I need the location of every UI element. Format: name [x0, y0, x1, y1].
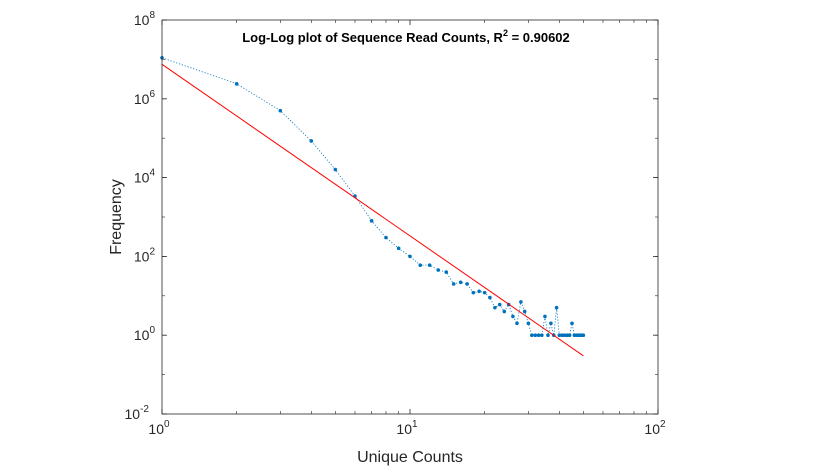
x-axis-label: Unique Counts	[357, 449, 463, 466]
data-point	[458, 280, 463, 285]
data-point	[549, 321, 553, 326]
y-tick-label: 108	[134, 10, 156, 28]
y-tick-label: 100	[134, 325, 156, 343]
data-point	[369, 219, 374, 223]
data-point	[562, 333, 567, 338]
data-point	[408, 254, 412, 259]
data-point	[465, 282, 469, 286]
data-point	[384, 235, 388, 240]
chart-title: Log-Log plot of Sequence Read Counts, R2…	[242, 28, 570, 45]
data-point	[396, 246, 401, 251]
data-point	[511, 314, 515, 319]
data-point	[557, 333, 562, 338]
data-point	[234, 82, 239, 86]
y-axis-label: Frequency	[108, 179, 125, 255]
data-point	[581, 333, 586, 338]
data-point	[543, 314, 547, 319]
y-tick-label: 10-2	[125, 404, 150, 422]
data-point	[570, 321, 574, 326]
y-tick-label: 106	[134, 89, 156, 107]
data-point	[497, 302, 502, 307]
x-tick-label: 102	[644, 419, 666, 437]
data-point	[502, 309, 507, 314]
data-point	[536, 333, 541, 338]
data-point	[546, 333, 550, 338]
data-point	[471, 290, 476, 295]
data-point	[565, 333, 569, 338]
data-point	[451, 282, 456, 286]
data-point	[427, 263, 432, 267]
data-point	[477, 289, 481, 294]
x-tick-label: 101	[396, 419, 418, 437]
data-point	[560, 333, 564, 338]
data-point	[444, 270, 449, 274]
data-point	[309, 139, 314, 143]
data-point	[436, 268, 441, 272]
data-point	[567, 333, 572, 338]
y-tick-label: 102	[134, 246, 156, 264]
data-point	[554, 305, 559, 310]
series-layer	[160, 55, 586, 357]
data-point	[488, 295, 492, 300]
data-point	[519, 300, 523, 304]
data-point	[493, 305, 497, 310]
data-point	[482, 290, 487, 295]
data-point	[526, 321, 531, 326]
data-point	[530, 333, 534, 338]
data-point	[278, 108, 283, 113]
x-tick-label: 100	[148, 419, 170, 437]
data-point	[515, 321, 519, 326]
y-tick-label: 104	[134, 168, 156, 186]
data-point	[540, 333, 544, 338]
fit-line	[161, 63, 584, 357]
data-point	[533, 333, 538, 338]
data-point	[522, 309, 527, 314]
data-point	[333, 167, 338, 172]
plot-area	[162, 20, 658, 414]
data-point	[418, 263, 423, 267]
